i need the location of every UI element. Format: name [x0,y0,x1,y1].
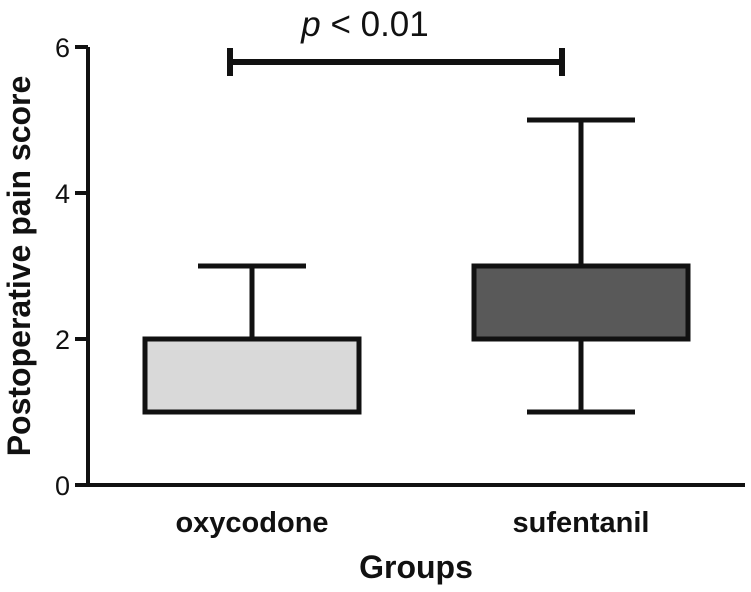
boxes [142,117,691,415]
box-oxycodone [142,263,362,415]
category-labels: oxycodone sufentanil [175,507,649,539]
box-sufentanil [471,117,691,415]
x-tick-label: sufentanil [513,507,650,539]
p-symbol: p [300,5,320,44]
y-tick-label: 2 [55,325,70,355]
p-value-annotation: p < 0.01 [300,5,428,44]
y-tick-label: 0 [55,471,70,501]
y-tick-label: 4 [55,179,70,209]
y-tick-label: 6 [55,33,70,63]
significance-bracket: p < 0.01 [227,5,565,76]
iqr-box [471,263,691,342]
y-ticks: 0 2 4 6 [55,33,88,501]
x-tick-label: oxycodone [175,507,328,539]
iqr-box [142,336,362,415]
x-axis-title: Groups [359,549,473,585]
p-comparison: < 0.01 [321,5,429,44]
y-axis-title: Postoperative pain score [1,76,37,457]
